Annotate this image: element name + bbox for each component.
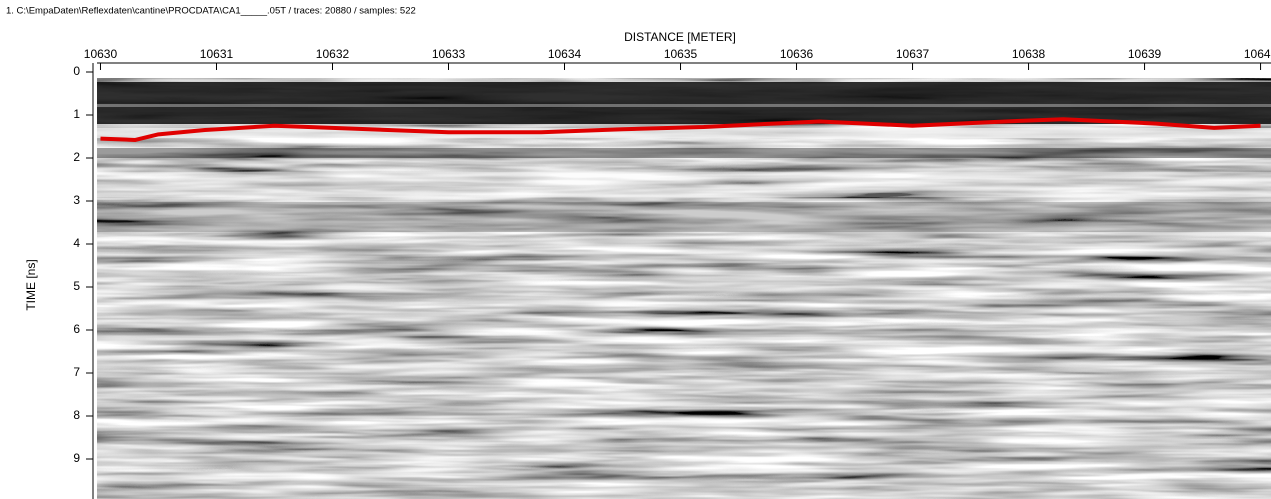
picks — [100, 117, 1261, 142]
y-axis-label: TIME [ns] — [24, 259, 38, 310]
y-tick-label: 9 — [73, 451, 80, 465]
x-tick-label: 10637 — [896, 47, 930, 61]
x-tick-label: 10633 — [432, 47, 466, 61]
y-tick-label: 1 — [73, 107, 80, 121]
x-tick-label: 10638 — [1012, 47, 1046, 61]
y-tick-label: 6 — [73, 322, 80, 336]
y-tick-label: 7 — [73, 365, 80, 379]
pick-line — [100, 117, 1261, 142]
radargram — [97, 78, 1271, 499]
y-tick-label: 2 — [73, 150, 80, 164]
y-tick-label: 8 — [73, 408, 80, 422]
x-tick-label: 10631 — [200, 47, 234, 61]
x-axis-label: DISTANCE [METER] — [624, 30, 736, 44]
y-tick-label: 4 — [73, 236, 80, 250]
x-tick-label: 10639 — [1128, 47, 1162, 61]
y-tick-label: 5 — [73, 279, 80, 293]
x-tick-label: 10634 — [548, 47, 582, 61]
x-tick-label: 10636 — [780, 47, 814, 61]
file-title: 1. C:\EmpaDaten\Reflexdaten\cantine\PROC… — [6, 6, 416, 17]
x-tick-label: 10630 — [84, 47, 118, 61]
y-tick-label: 3 — [73, 193, 80, 207]
y-tick-label: 0 — [73, 64, 80, 78]
x-tick-label: 10635 — [664, 47, 698, 61]
x-tick-label: 10632 — [316, 47, 350, 61]
